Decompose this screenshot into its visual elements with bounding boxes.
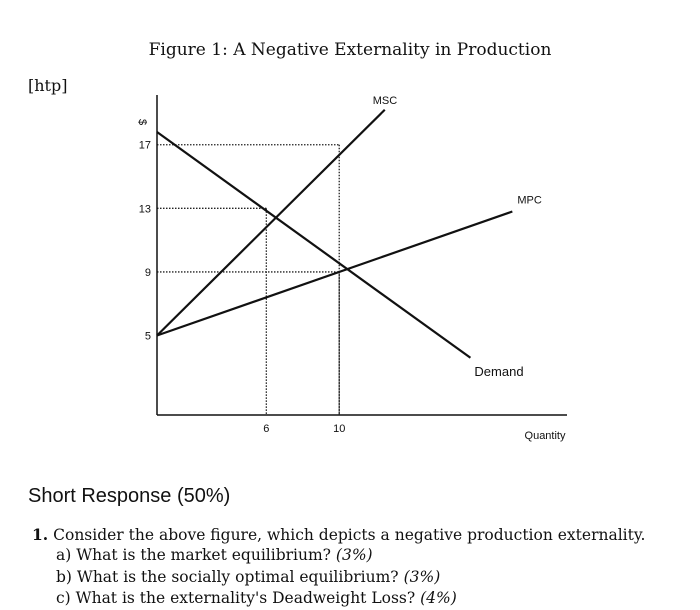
axes <box>156 95 567 416</box>
x-axis-label: Quantity <box>525 430 566 442</box>
demand-curve <box>156 131 472 359</box>
part-a-label: a) What is the market equilibrium? <box>56 546 331 564</box>
externality-chart: 5 9 13 17 6 10 $ Quantity MSC MPC Demand <box>136 95 567 442</box>
section-title: Short Response (50%) <box>28 485 231 507</box>
mpc-curve-label: MPC <box>517 195 542 207</box>
msc-curve <box>156 108 386 337</box>
figure-caption: Figure 1: A Negative Externality in Prod… <box>148 40 552 60</box>
question-part-b: b) What is the socially optimal equilibr… <box>56 568 440 586</box>
question-number: 1. <box>32 525 49 544</box>
part-c-weight: (4%) <box>420 589 457 607</box>
demand-curve-label: Demand <box>474 364 523 379</box>
y-tick-label: 9 <box>145 267 151 279</box>
part-b-label: b) What is the socially optimal equilibr… <box>56 568 399 586</box>
tick-labels: 5 9 13 17 6 10 <box>139 140 346 435</box>
y-axis-label: $ <box>136 119 148 125</box>
curves <box>156 108 513 359</box>
part-b-weight: (3%) <box>403 568 441 586</box>
part-c-label: c) What is the externality's Deadweight … <box>56 589 416 607</box>
question-text: Consider the above figure, which depicts… <box>53 526 646 544</box>
mpc-curve <box>156 210 513 337</box>
y-tick-label: 5 <box>145 331 151 343</box>
question-part-a: a) What is the market equilibrium? (3%) <box>56 546 373 564</box>
x-tick-label: 6 <box>263 423 269 435</box>
y-tick-label: 17 <box>139 140 151 152</box>
part-a-weight: (3%) <box>335 546 373 564</box>
question-part-c: c) What is the externality's Deadweight … <box>56 589 457 607</box>
x-tick-label: 10 <box>333 423 345 435</box>
placement-note: [htp] <box>28 76 68 95</box>
msc-curve-label: MSC <box>373 95 398 107</box>
question-1: 1. Consider the above figure, which depi… <box>32 525 645 544</box>
reference-lines <box>157 144 340 415</box>
y-tick-label: 13 <box>139 203 151 215</box>
